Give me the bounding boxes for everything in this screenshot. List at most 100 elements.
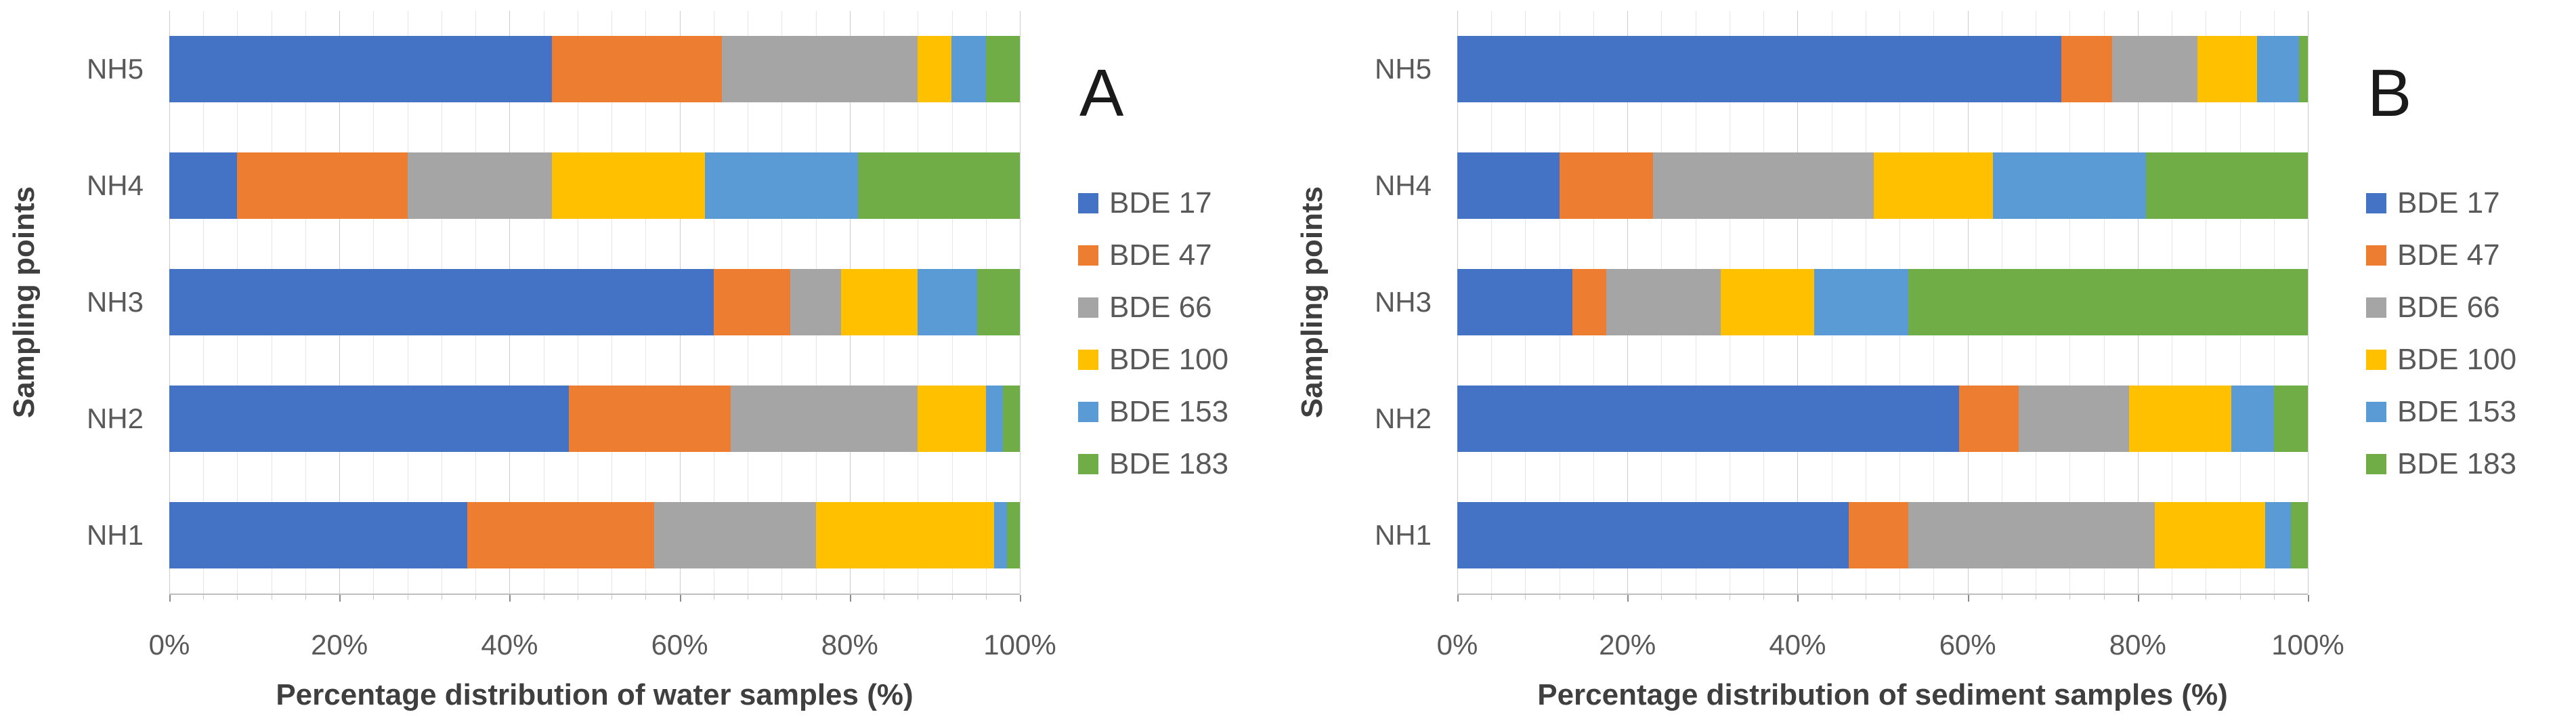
legend-label: BDE 183	[2397, 447, 2517, 480]
bar-segment	[705, 152, 859, 219]
y-axis-title: Sampling points	[7, 186, 41, 419]
bar-segment	[1652, 152, 1874, 219]
x-tick-label: 80%	[821, 629, 878, 661]
x-tick-label: 20%	[311, 629, 368, 661]
legend-label: BDE 17	[1109, 186, 1212, 220]
legend-item: BDE 17	[1078, 186, 1285, 220]
chart-panel-b: Sampling points NH5 NH4 NH3 NH2 NH1 0% 20% 40%…	[1288, 0, 2576, 727]
legend-swatch	[1078, 350, 1098, 370]
tick-mark	[373, 595, 374, 600]
bar-segment	[1007, 502, 1020, 568]
bar-segment	[985, 386, 1003, 452]
tick-mark	[305, 595, 306, 600]
bar-row	[1457, 269, 2308, 335]
tick-mark	[509, 595, 511, 602]
legend-item: BDE 100	[1078, 343, 1285, 376]
bar-segment	[2299, 36, 2308, 102]
bar-segment	[994, 502, 1008, 568]
bar-segment	[2197, 36, 2257, 102]
legend-item: BDE 153	[1078, 395, 1285, 428]
x-tick-label: 40%	[481, 629, 538, 661]
tick-mark	[2273, 595, 2275, 600]
legend-label: BDE 153	[2397, 395, 2517, 428]
bar-segment	[1457, 502, 1849, 568]
x-axis-ticks: 0% 20% 40% 60% 80% 100%	[1437, 595, 2344, 661]
tick-mark	[237, 595, 238, 600]
legend-label: BDE 47	[1109, 238, 1212, 272]
category-column: NH5 NH4 NH3 NH2 NH1	[1334, 11, 1444, 594]
bar-segment	[1457, 269, 1572, 335]
x-tick-label: 0%	[1436, 629, 1478, 661]
legend-label: BDE 17	[2397, 186, 2500, 220]
bar-segment	[1874, 152, 1994, 219]
legend-swatch	[2366, 454, 2386, 474]
bar-segment	[169, 152, 238, 219]
legend-label: BDE 66	[1109, 291, 1212, 324]
tick-mark	[1933, 595, 1935, 600]
y-axis-title-container: Sampling points	[3, 11, 46, 594]
legend-swatch	[1078, 193, 1098, 213]
tick-mark	[1899, 595, 1901, 600]
bar-segment	[730, 386, 918, 452]
legend: BDE 17 BDE 47 BDE 66 BDE 100 BDE 153 BDE 183	[1078, 186, 1285, 480]
category-label: NH1	[86, 519, 144, 551]
bar-segment	[467, 502, 654, 568]
legend-swatch	[2366, 245, 2386, 266]
bar-segment	[407, 152, 553, 219]
x-tick-label: 60%	[651, 629, 708, 661]
bar-segment	[169, 502, 467, 568]
bar-segment	[1848, 502, 1908, 568]
bar-segment	[2154, 502, 2266, 568]
category-label: NH4	[86, 169, 144, 201]
legend-swatch	[2366, 350, 2386, 370]
tick-mark	[2308, 595, 2309, 602]
x-tick-label: 60%	[1939, 629, 1996, 661]
legend-label: BDE 183	[1109, 447, 1229, 480]
plot-area	[169, 11, 1021, 595]
y-axis-title: Sampling points	[1295, 186, 1329, 419]
tick-mark	[849, 595, 851, 602]
legend-swatch	[1078, 402, 1098, 422]
bar-segment	[1814, 269, 1908, 335]
bar-row	[1457, 152, 2308, 219]
tick-mark	[475, 595, 477, 600]
legend-item: BDE 183	[1078, 447, 1285, 480]
bar-segment	[1572, 269, 1606, 335]
panel-letter-b: B	[2367, 56, 2412, 130]
legend-item: BDE 153	[2366, 395, 2573, 428]
category-label: NH2	[86, 402, 144, 434]
bar-segment	[2231, 386, 2274, 452]
chart-panel-a: Sampling points NH5 NH4 NH3 NH2 NH1 0% 20% 40%…	[3, 11, 1285, 711]
category-label: NH1	[1374, 519, 1432, 551]
bar-segment	[1457, 152, 1560, 219]
tick-mark	[611, 595, 613, 600]
bar-segment	[2290, 502, 2308, 568]
bar-segment	[841, 269, 918, 335]
category-label: NH4	[1374, 169, 1432, 201]
legend-item: BDE 183	[2366, 447, 2573, 480]
x-axis-title: Percentage distribution of water samples…	[276, 678, 914, 711]
bar-segment	[985, 36, 1020, 102]
bar-segment	[569, 386, 731, 452]
bar-segment	[918, 386, 986, 452]
bar-segment	[2129, 386, 2231, 452]
legend-label: BDE 47	[2397, 238, 2500, 272]
tick-mark	[2103, 595, 2105, 600]
bar-segment	[653, 502, 816, 568]
tick-mark	[679, 595, 681, 602]
major-gridline	[1020, 11, 1021, 594]
legend-item: BDE 47	[2366, 238, 2573, 272]
y-axis-title-container: Sampling points	[1291, 11, 1334, 594]
tick-mark	[2069, 595, 2071, 600]
bar-segment	[1908, 502, 2155, 568]
legend-label: BDE 66	[2397, 291, 2500, 324]
bar-segment	[552, 152, 706, 219]
x-tick-label: 80%	[2109, 629, 2166, 661]
bar-segment	[951, 36, 986, 102]
tick-mark	[2137, 595, 2139, 602]
tick-mark	[815, 595, 817, 600]
bar-row	[169, 386, 1020, 452]
category-label: NH3	[1374, 286, 1432, 318]
bar-segment	[815, 502, 995, 568]
